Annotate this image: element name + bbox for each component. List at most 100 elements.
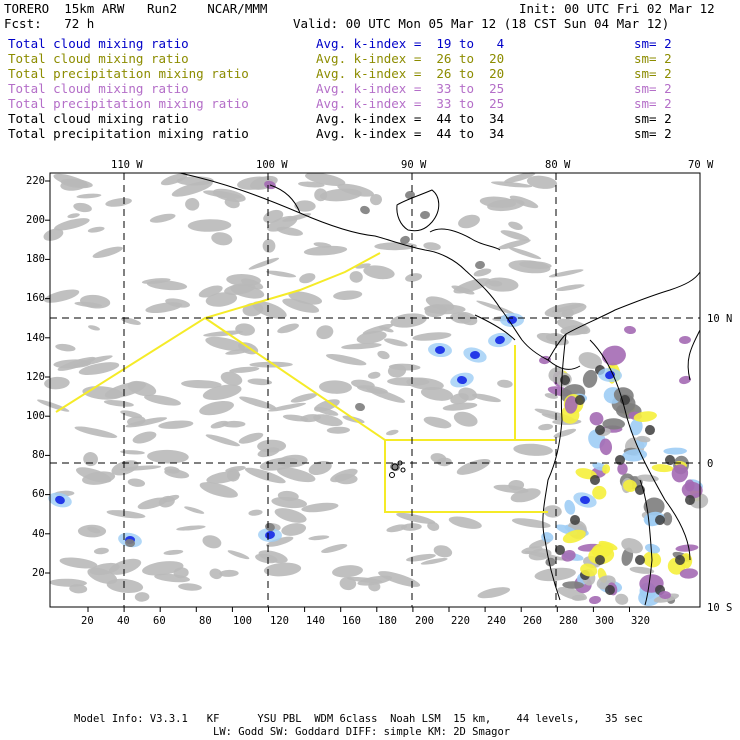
convective-core (685, 495, 695, 505)
cloud-patch (220, 371, 243, 386)
legend-label: Total cloud mixing ratio (8, 111, 189, 126)
legend-avg: Avg. k-index = 19 to 4 (316, 36, 505, 51)
cloud-patch (367, 371, 381, 379)
precip-heavy (580, 495, 590, 505)
cloud-patch (453, 278, 491, 294)
cloud-patch (308, 535, 330, 541)
cloud-patch (88, 325, 100, 331)
x-tick-label: 120 (270, 615, 289, 627)
cloud-patch (442, 402, 478, 411)
cloud-patch (125, 417, 168, 428)
x-tick-label: 200 (415, 615, 434, 627)
cloud-patch (538, 423, 554, 431)
legend-label: Total cloud mixing ratio (8, 36, 189, 51)
lon-label: 100 W (256, 159, 288, 171)
cloud-patch (319, 188, 362, 202)
cloud-patch (210, 420, 229, 429)
axis-ticks (45, 180, 630, 612)
convective-patch (562, 529, 586, 544)
cloud-patch (76, 193, 102, 199)
convective-patch (617, 462, 628, 475)
cloud-patch (274, 508, 307, 523)
cloud-patch (405, 273, 423, 282)
cloud-patch (78, 362, 120, 376)
cloud-patch (266, 536, 294, 547)
convective-core (570, 515, 580, 525)
legend-sm: sm= 2 (634, 81, 672, 96)
cloud-patch (278, 454, 308, 468)
cloud-patch (304, 172, 346, 186)
y-tick-label: 180 (26, 253, 45, 265)
cloud-patch (82, 471, 116, 485)
convective-patch (662, 512, 673, 526)
cloud-patch (396, 512, 436, 524)
cloud-patch (163, 494, 180, 503)
cloud-patch (244, 467, 286, 484)
cloud-patch (258, 550, 288, 564)
convective-patch (564, 395, 578, 414)
cloud-patch (164, 466, 180, 474)
cloud-patch (198, 285, 223, 298)
lon-label: 90 W (401, 159, 427, 171)
cloud-patch (405, 553, 436, 562)
cloud-patch (298, 181, 325, 188)
x-tick-label: 60 (153, 615, 166, 627)
cloud-patch (181, 380, 222, 389)
model-title: TORERO 15km ARW Run2 NCAR/MMM (4, 1, 268, 16)
legend-avg: Avg. k-index = 33 to 25 (316, 81, 505, 96)
x-tick-label: 140 (306, 615, 325, 627)
convective-patch (622, 449, 648, 462)
cloud-patch (313, 242, 332, 248)
x-tick-label: 40 (117, 615, 130, 627)
valid-time: Valid: 00 UTC Mon 05 Mar 12 (18 CST Sun … (293, 16, 670, 31)
cloud-patch (346, 576, 383, 583)
cloud-patch (267, 402, 307, 412)
cloud-core (355, 402, 365, 412)
x-tick-label: 260 (523, 615, 542, 627)
cloud-patch (561, 308, 574, 319)
cloud-patch (149, 213, 176, 223)
cloud-patch (74, 426, 118, 438)
lat-label: 10 S (707, 602, 733, 614)
cloud-patch (211, 232, 233, 246)
cloud-patch (526, 175, 558, 189)
model-info: Model Info: V3.3.1 KF YSU PBL WDM 6class… (74, 713, 643, 725)
cloud-patch (325, 353, 367, 366)
cloud-patch (202, 535, 222, 549)
convective-patch (545, 557, 556, 567)
y-tick-label: 160 (26, 292, 45, 304)
precip-cell (679, 375, 691, 385)
cloud-patch (83, 452, 98, 467)
cloud-patch (548, 269, 584, 278)
cloud-patch (479, 196, 517, 208)
cloud-patch (308, 461, 332, 475)
cloud-patch (534, 567, 576, 582)
lat-label: 0 (707, 458, 714, 470)
convective-patch (564, 499, 576, 515)
cloud-patch (437, 457, 452, 467)
cloud-patch (92, 246, 123, 259)
cloud-patch (206, 471, 241, 484)
cloud-patch (147, 449, 189, 464)
legend-label: Total cloud mixing ratio (8, 81, 189, 96)
physics-info: LW: Godd SW: Goddard DIFF: simple KM: 2D… (213, 726, 511, 738)
cloud-patch (300, 414, 321, 423)
cloud-patch (420, 557, 448, 565)
cloud-patch (105, 198, 132, 207)
convective-patch (679, 568, 698, 579)
init-time: Init: 00 UTC Fri 02 Mar 12 (519, 1, 715, 16)
cloud-patch (266, 215, 298, 232)
cloud-patch (158, 420, 194, 429)
convective-patch (651, 464, 674, 473)
cloud-patch (184, 506, 205, 514)
y-tick-label: 60 (32, 488, 45, 500)
precip-cell (589, 595, 601, 605)
legend-sm: sm= 2 (634, 96, 672, 111)
y-tick-label: 220 (26, 175, 45, 187)
convective-core (595, 555, 605, 565)
cloud-patch (247, 378, 273, 386)
cloud-patch (521, 546, 543, 555)
cloud-patch (199, 400, 234, 416)
convective-patch (629, 566, 655, 574)
cloud-patch (248, 509, 263, 516)
